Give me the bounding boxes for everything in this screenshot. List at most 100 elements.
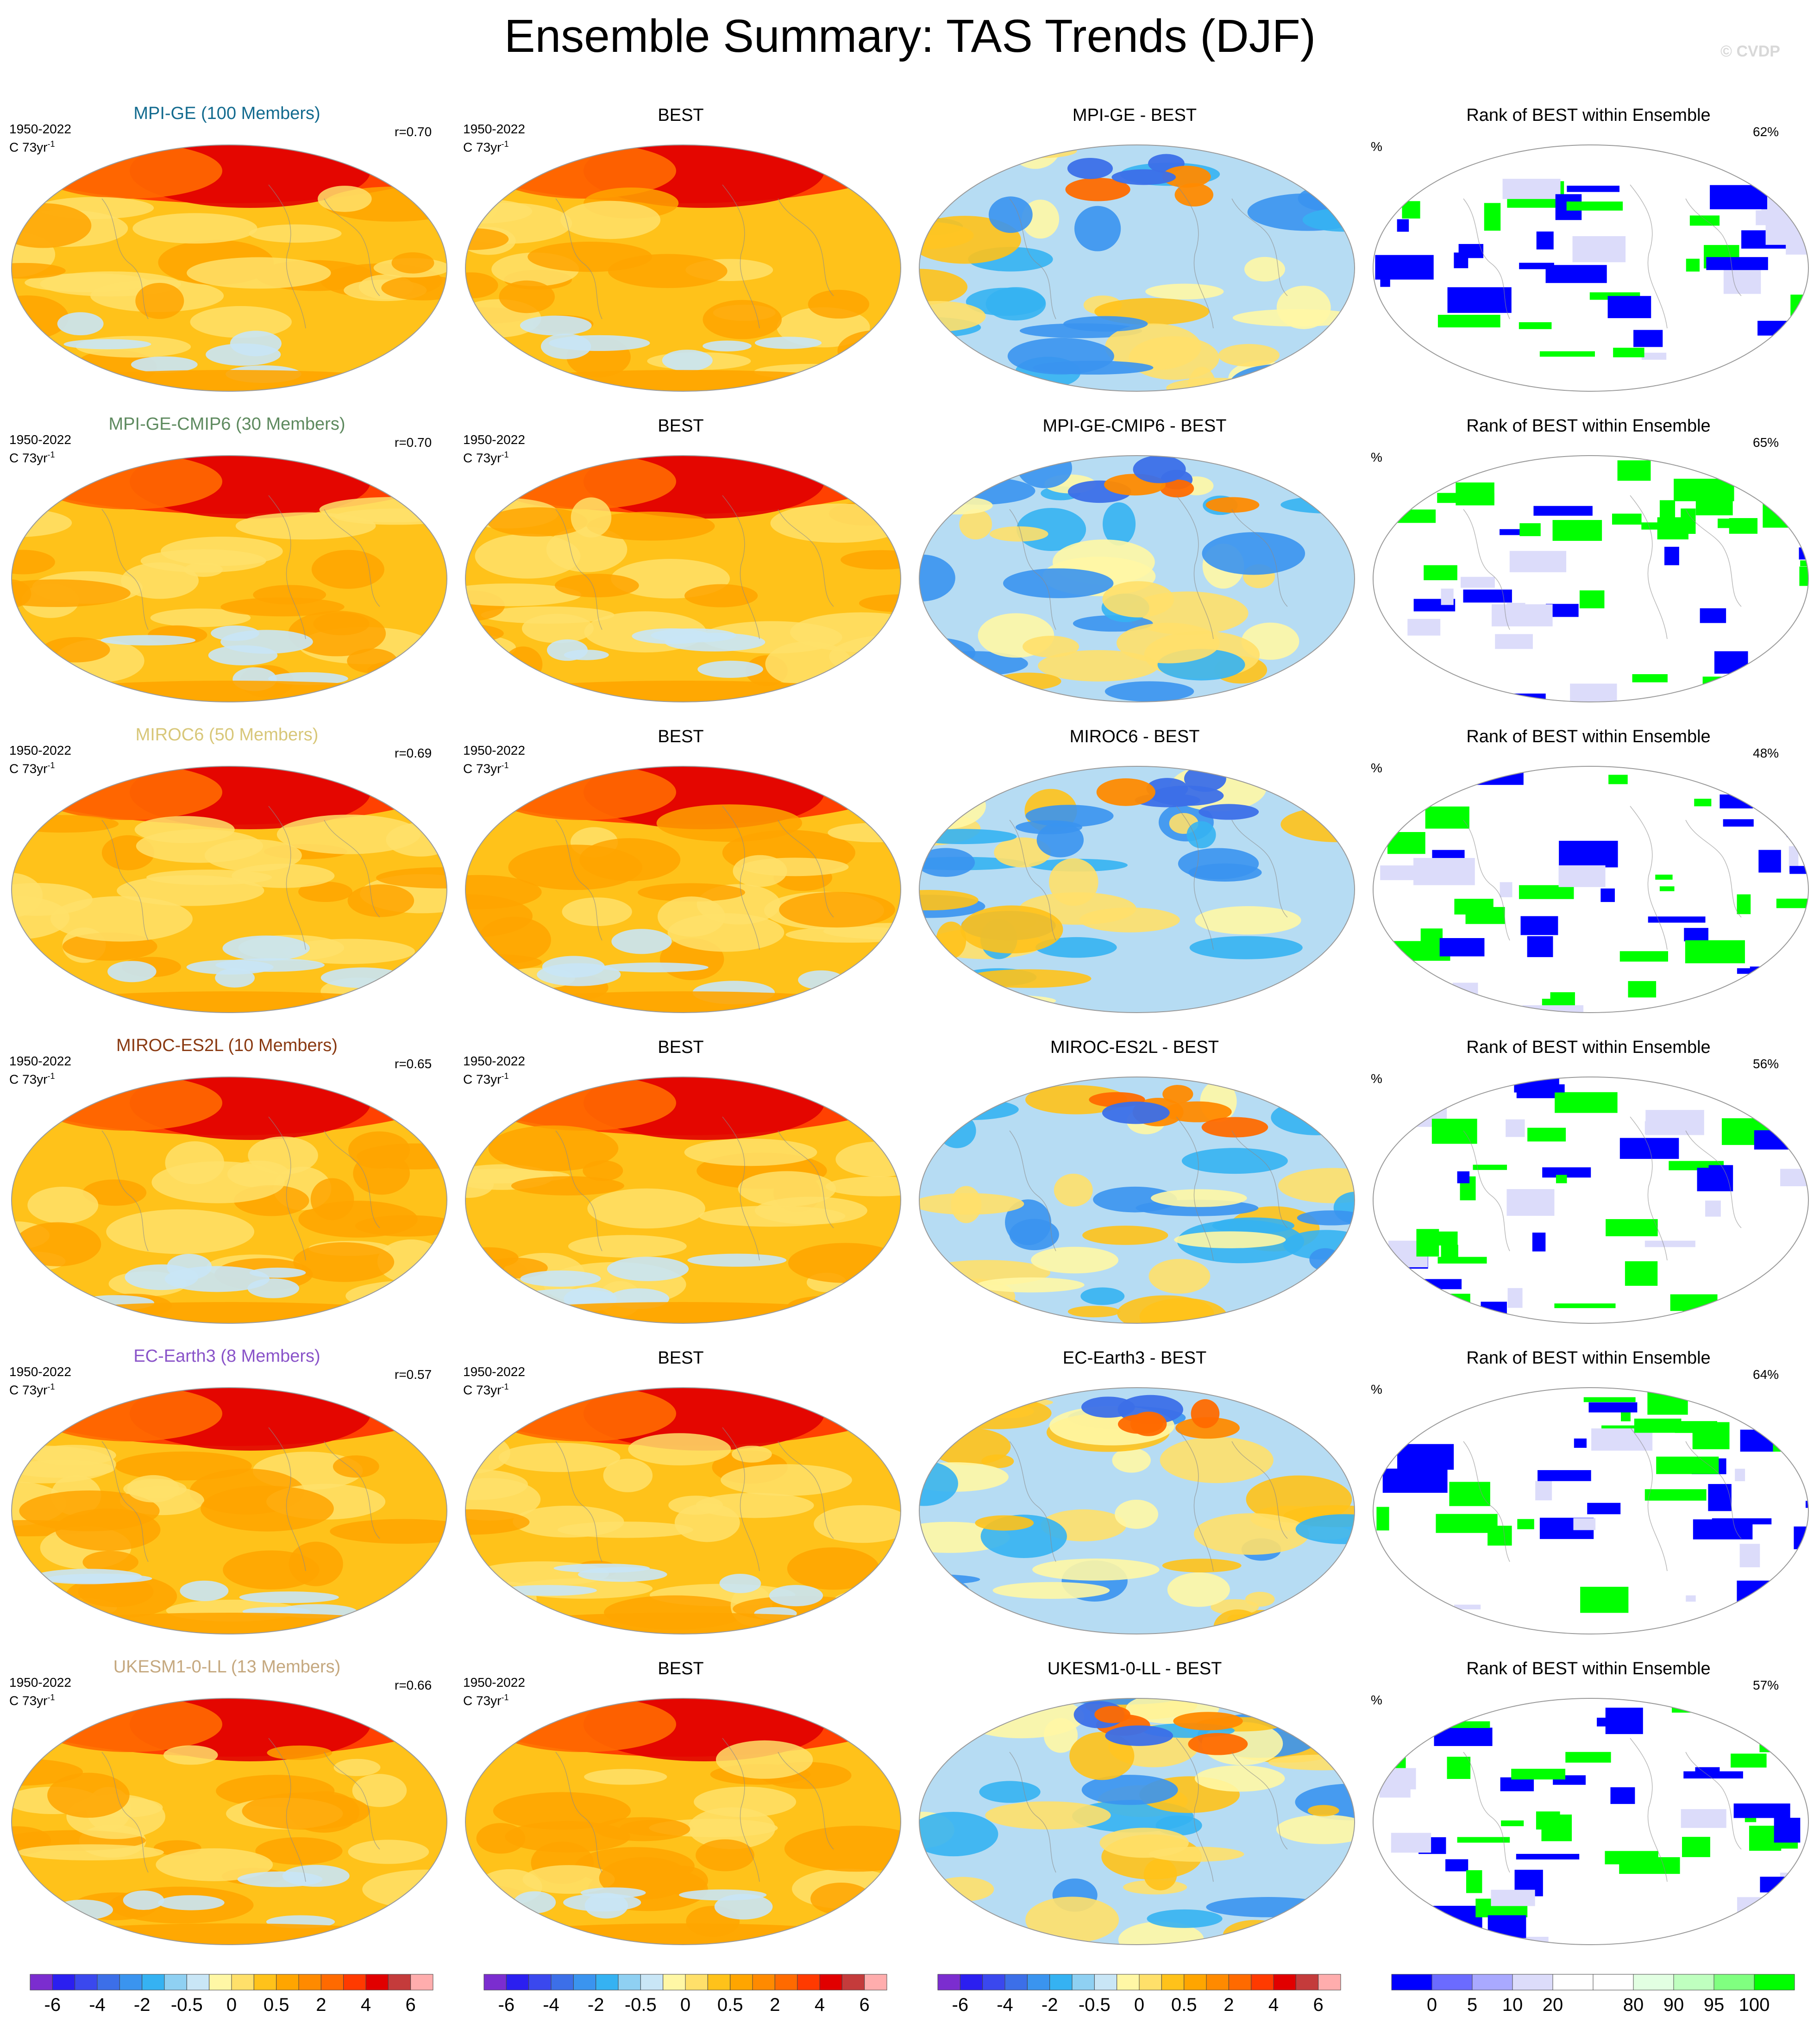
colorbar-tick-label: 4 — [1268, 1995, 1279, 2015]
trend-map — [465, 455, 901, 702]
colorbar-swatch — [365, 1974, 389, 1991]
units-base: C 73yr — [9, 761, 48, 776]
colorbar-tick-label: 4 — [360, 1995, 371, 2015]
ensemble-mean-panel: MIROC-ES2L (10 Members) 1950-2022 C 73yr-1… — [0, 1027, 454, 1338]
colorbar-swatches — [483, 1974, 887, 1991]
period-label: 1950-2022 — [463, 432, 525, 447]
period-units-label: 1950-2022 C 73yr-1 — [9, 1675, 71, 1708]
ensemble-title: MPI-GE-CMIP6 (30 Members) — [108, 414, 345, 434]
ensemble-mean-panel: UKESM1-0-LL (13 Members) 1950-2022 C 73yr-… — [0, 1648, 454, 1959]
units-base: C 73yr — [9, 140, 48, 155]
colorbar-tick-label: 6 — [1313, 1995, 1324, 2015]
panel-row: MPI-GE-CMIP6 (30 Members) 1950-2022 C 73yr… — [0, 406, 1820, 717]
units-base: C 73yr — [463, 1383, 502, 1397]
colorbar-swatch — [841, 1974, 865, 1991]
colorbar-tick-label: 80 — [1623, 1995, 1644, 2015]
period-units-label: 1950-2022 C 73yr-1 — [463, 432, 525, 465]
colorbar-swatch — [573, 1974, 596, 1991]
trend-map — [11, 1387, 447, 1634]
colorbar-swatch — [1593, 1974, 1634, 1991]
colorbar-tick-label: 6 — [405, 1995, 416, 2015]
period-units-label: 1950-2022 C 73yr-1 — [463, 1054, 525, 1087]
colorbar-tick-label: 100 — [1738, 1995, 1770, 2015]
trend-map — [919, 1077, 1355, 1324]
difference-panel: MIROC-ES2L - BEST — [908, 1027, 1362, 1338]
rank-map — [1373, 144, 1809, 392]
observation-title: BEST — [658, 416, 704, 436]
colorbar-swatch — [730, 1974, 753, 1991]
colorbar-tick-label: -2 — [133, 1995, 151, 2015]
rank-title: Rank of BEST within Ensemble — [1466, 727, 1711, 746]
rank-title: Rank of BEST within Ensemble — [1466, 106, 1711, 125]
period-units-label: 1950-2022 C 73yr-1 — [463, 1675, 525, 1708]
colorbar-tick-label: 6 — [859, 1995, 870, 2015]
rank-panel: Rank of BEST within Ensemble% 64% — [1362, 1338, 1815, 1649]
colorbar-swatch — [1117, 1974, 1140, 1991]
rank-percentage: 62% — [1753, 125, 1779, 139]
pattern-correlation: r=0.66 — [395, 1678, 432, 1692]
colorbar-swatch — [1295, 1974, 1319, 1991]
colorbar-tick-label: -0.5 — [1078, 1995, 1111, 2015]
pattern-correlation: r=0.70 — [395, 125, 432, 139]
observation-title: BEST — [658, 1659, 704, 1678]
ensemble-title: MIROC6 (50 Members) — [135, 725, 319, 745]
ensemble-title: EC-Earth3 (8 Members) — [133, 1346, 320, 1366]
panel-row: UKESM1-0-LL (13 Members) 1950-2022 C 73yr-… — [0, 1648, 1820, 1959]
rank-percentage: 56% — [1753, 1057, 1779, 1071]
colorbar-swatch — [864, 1974, 887, 1991]
percent-unit-label: % — [1371, 1693, 1382, 1707]
colorbar-swatch — [797, 1974, 820, 1991]
period-units-label: 1950-2022 C 73yr-1 — [463, 122, 525, 155]
units-base: C 73yr — [9, 1072, 48, 1087]
ensemble-title: UKESM1-0-LL (13 Members) — [113, 1657, 341, 1677]
pattern-correlation: r=0.69 — [395, 746, 432, 760]
colorbar-swatch — [1251, 1974, 1274, 1991]
colorbar-swatch — [231, 1974, 254, 1991]
trend-map — [919, 455, 1355, 702]
colorbar-tick-label: -0.5 — [170, 1995, 203, 2015]
period-units-label: 1950-2022 C 73yr-1 — [463, 743, 525, 776]
trend-map — [465, 766, 901, 1013]
colorbar-swatch — [506, 1974, 529, 1991]
colorbar-swatch — [209, 1974, 232, 1991]
colorbar-swatch — [937, 1974, 960, 1991]
units-exponent: -1 — [501, 1693, 509, 1702]
rank-title: Rank of BEST within Ensemble — [1466, 1348, 1711, 1368]
units-exponent: -1 — [501, 1382, 509, 1391]
colorbar-tick-label: 0.5 — [263, 1995, 289, 2015]
units-base: C 73yr — [463, 761, 502, 776]
units-exponent: -1 — [501, 450, 509, 459]
units-exponent: -1 — [501, 1071, 509, 1081]
panel-row: MIROC6 (50 Members) 1950-2022 C 73yr-1 r=0.… — [0, 716, 1820, 1027]
difference-panel: MPI-GE-CMIP6 - BEST — [908, 406, 1362, 717]
trend-colorbar: -6 -4 -2 -0.5 0 0.5 2 4 6 — [935, 1973, 1343, 2020]
trend-map — [11, 1077, 447, 1324]
colorbar-swatch — [640, 1974, 664, 1991]
rank-percentage: 48% — [1753, 746, 1779, 760]
colorbar-tick-label: 0 — [226, 1995, 237, 2015]
units-base: C 73yr — [463, 140, 502, 155]
colorbar-swatch — [663, 1974, 686, 1991]
colorbar-swatch — [1027, 1974, 1050, 1991]
panel-row: MPI-GE (100 Members) 1950-2022 C 73yr-1 r=0… — [0, 95, 1820, 406]
colorbar-swatch — [343, 1974, 366, 1991]
colorbar-swatch — [685, 1974, 708, 1991]
period-units-label: 1950-2022 C 73yr-1 — [9, 432, 71, 465]
colorbar-tick-label: -4 — [543, 1995, 559, 2015]
units-base: C 73yr — [463, 1072, 502, 1087]
observation-panel: BEST 1950-2022 C 73yr-1 — [454, 1338, 908, 1649]
observation-panel: BEST 1950-2022 C 73yr-1 — [454, 406, 908, 717]
difference-title: EC-Earth3 - BEST — [1062, 1348, 1207, 1368]
colorbar-swatch — [1184, 1974, 1207, 1991]
colorbar-swatch — [774, 1974, 798, 1991]
units-exponent: -1 — [47, 139, 55, 149]
colorbar-tick-label: 0.5 — [1171, 1995, 1197, 2015]
colorbar-swatch — [596, 1974, 619, 1991]
trend-map — [11, 144, 447, 392]
units-label: C 73yr-1 — [463, 1690, 525, 1708]
colorbar-swatch — [410, 1974, 433, 1991]
colorbar-tick-label: 0 — [680, 1995, 691, 2015]
rank-map — [1373, 455, 1809, 702]
difference-panel: MPI-GE - BEST — [908, 95, 1362, 406]
rank-percentage: 65% — [1753, 435, 1779, 450]
